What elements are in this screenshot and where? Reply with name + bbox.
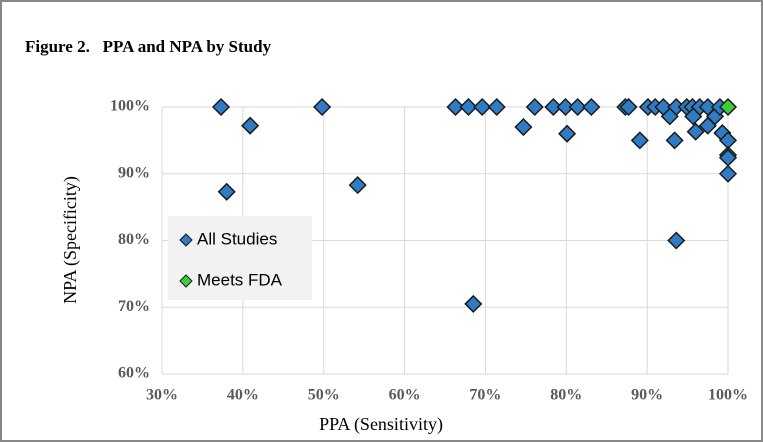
x-tick-label: 100% — [708, 387, 748, 404]
legend-swatch — [179, 274, 193, 288]
point — [660, 107, 679, 126]
legend-label: All Studies — [197, 229, 277, 248]
point — [459, 97, 478, 117]
point — [684, 107, 703, 126]
point — [582, 97, 601, 117]
point — [525, 97, 544, 117]
x-axis-label: PPA (Sensitivity) — [319, 414, 443, 435]
point — [544, 97, 563, 117]
chart-title: Figure 2. PPA and NPA by Study — [25, 37, 272, 56]
point — [568, 97, 587, 117]
point — [241, 116, 260, 135]
point — [686, 122, 705, 141]
y-tick-label: 80% — [118, 231, 150, 248]
point — [667, 231, 686, 250]
point — [665, 131, 684, 150]
x-tick-label: 40% — [227, 387, 259, 404]
point — [348, 176, 367, 195]
point — [556, 97, 575, 117]
point — [446, 97, 465, 117]
point — [619, 97, 638, 117]
point — [211, 97, 231, 117]
point — [514, 117, 533, 137]
legend-swatch — [179, 233, 193, 247]
point — [217, 182, 236, 201]
y-tick-label: 70% — [118, 298, 150, 315]
point — [630, 131, 649, 150]
point — [487, 97, 506, 117]
x-tick-label: 60% — [389, 387, 421, 404]
legend-box — [168, 216, 312, 300]
y-tick-label: 60% — [118, 365, 150, 382]
y-tick-label: 90% — [118, 164, 150, 181]
x-tick-label: 80% — [550, 387, 582, 404]
x-tick-label: 30% — [146, 387, 178, 404]
legend-label: Meets FDA — [197, 270, 283, 289]
point — [313, 97, 332, 117]
x-tick-label: 90% — [631, 387, 663, 404]
y-axis-label: NPA (Specificity) — [60, 176, 81, 304]
point — [558, 124, 577, 143]
point — [464, 294, 483, 313]
point — [718, 97, 738, 117]
x-tick-label: 70% — [469, 387, 501, 404]
x-tick-label: 50% — [308, 387, 340, 404]
point — [473, 97, 492, 117]
point — [718, 164, 738, 183]
y-tick-label: 100% — [110, 98, 150, 115]
